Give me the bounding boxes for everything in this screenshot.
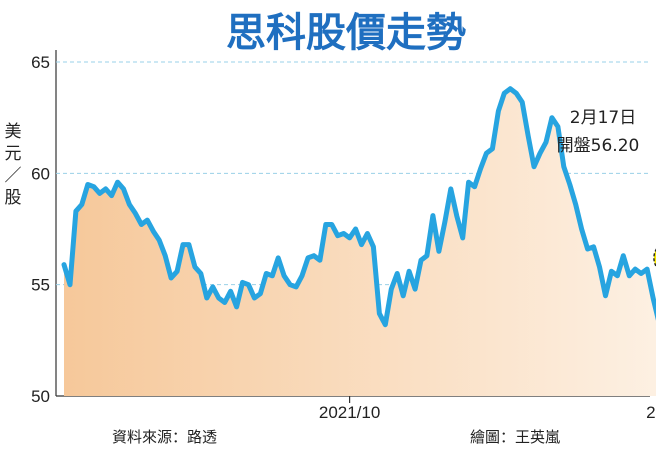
svg-text:美元／股: 美元／股	[5, 122, 22, 208]
annotation: 2月17日 開盤56.20	[557, 108, 656, 268]
annotation-marker	[653, 248, 656, 268]
y-tick-label: 65	[31, 53, 50, 72]
source-text: 資料來源：路透	[112, 428, 217, 446]
y-tick-label: 60	[31, 164, 50, 183]
series-line	[61, 86, 656, 328]
annotation-text: 開盤56.20	[557, 136, 640, 156]
x-tick-label: 2021/12	[646, 403, 656, 422]
annotation-date: 2月17日	[570, 108, 636, 128]
chart-title: 思科股價走勢	[226, 10, 466, 56]
x-tick-labels: 2021/102021/122022/2	[319, 396, 656, 422]
y-axis-label: 美元／股	[5, 122, 22, 208]
y-tick-labels: 50 55 60 65	[31, 53, 50, 406]
x-tick-label: 2021/10	[319, 403, 380, 422]
y-tick-label: 55	[31, 276, 50, 295]
credit-text: 繪圖：王英嵐	[470, 428, 560, 446]
y-tick-label: 50	[31, 387, 50, 406]
